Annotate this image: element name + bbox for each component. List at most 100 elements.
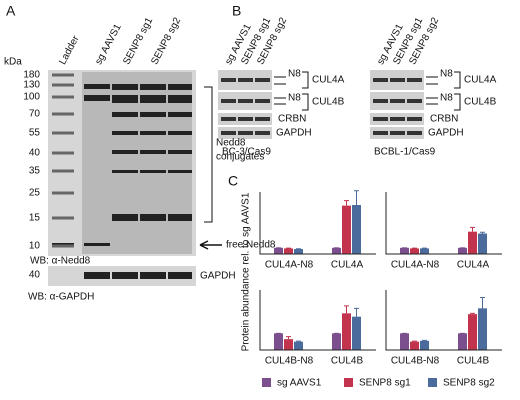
band [407,117,422,121]
bracket [454,71,461,111]
bracket [302,71,309,111]
bar [332,247,341,254]
kda-tick: 40 [29,148,41,159]
bar [284,339,293,350]
band [238,117,253,121]
band [221,117,236,121]
band [390,131,405,135]
arrow [426,76,438,105]
band [221,78,236,82]
error-bar [470,226,475,232]
kda-tick: 100 [23,92,40,103]
lane-label: sg AAVS1 [93,22,124,67]
bar [342,313,351,350]
n8-label: N8 [440,69,453,80]
arrow [199,240,222,250]
panel-letter: B [232,3,241,19]
band [373,78,388,82]
kda-tick: 40 [29,270,41,281]
kda-tick: 130 [23,80,40,91]
bar [400,247,409,254]
band [255,117,270,121]
band [221,99,236,103]
bar [342,205,351,254]
band [238,78,253,82]
axis [385,290,502,351]
bar [274,333,283,350]
x-tick-label: CUL4B [457,356,490,367]
ladder-band [52,151,74,155]
error-bar [344,305,349,314]
band [390,99,405,103]
ladder-band [52,112,74,116]
bands [84,272,192,279]
ladder-band [52,83,74,87]
bracket-label: Nedd8 [216,138,246,149]
wb-label: WB: α-Nedd8 [30,256,91,267]
n8-label: N8 [440,93,453,104]
ladder-band [52,191,74,195]
legend-label: sg AAVS1 [277,378,322,389]
protein-label: CRBN [278,114,306,125]
band [255,131,270,135]
band [390,78,405,82]
band [407,78,422,82]
error-bar [480,231,485,234]
bar [468,314,477,350]
ladder-band [52,73,74,77]
error-bar [286,336,291,340]
band [373,131,388,135]
error-bar [354,190,359,206]
error-bar [470,312,475,315]
x-tick-label: CUL4A [331,260,364,271]
kda-tick: 55 [29,128,41,139]
ladder-band [52,244,74,248]
error-bar [296,340,301,342]
band [373,99,388,103]
error-bar [422,339,427,341]
axis [259,290,376,351]
bar [352,205,361,254]
bar [420,248,429,254]
bar [458,247,467,254]
bracket [204,86,213,223]
panel-letter: A [6,3,16,19]
arrow [274,76,286,105]
error-bar [354,307,359,317]
kda-tick: 25 [29,188,41,199]
kda-tick: 70 [29,109,41,120]
legend-swatch [262,378,271,387]
kda-tick: 10 [29,241,41,252]
error-bar [412,340,417,342]
band [373,117,388,121]
error-bar [344,200,349,206]
band [238,99,253,103]
band [221,131,236,135]
band [238,131,253,135]
blot-group [218,70,461,139]
protein-label: CUL4B [312,97,345,108]
band [407,99,422,103]
x-tick-label: CUL4A-N8 [391,260,440,271]
legend-label: SENP8 sg2 [443,378,495,389]
wb-label: WB: α-GAPDH [28,292,94,303]
band [407,131,422,135]
ladder-band [52,169,74,173]
bar [468,231,477,254]
arrow-label: free Nedd8 [226,240,276,251]
bar [420,340,429,350]
protein-label: CUL4B [464,97,497,108]
protein-label: CUL4A [464,75,497,86]
bar [400,333,409,350]
bar [352,316,361,350]
kda-tick: 180 [23,70,40,81]
cell-line: BC-3/Cas9 [222,147,271,158]
lane-label: SENP8 sg2 [149,15,183,66]
kda-tick: 35 [29,166,41,177]
error-bar [480,297,485,309]
x-tick-label: CUL4B-N8 [265,356,314,367]
x-tick-label: CUL4B-N8 [391,356,440,367]
kda-label: kDa [4,57,22,68]
n8-label: N8 [288,93,301,104]
